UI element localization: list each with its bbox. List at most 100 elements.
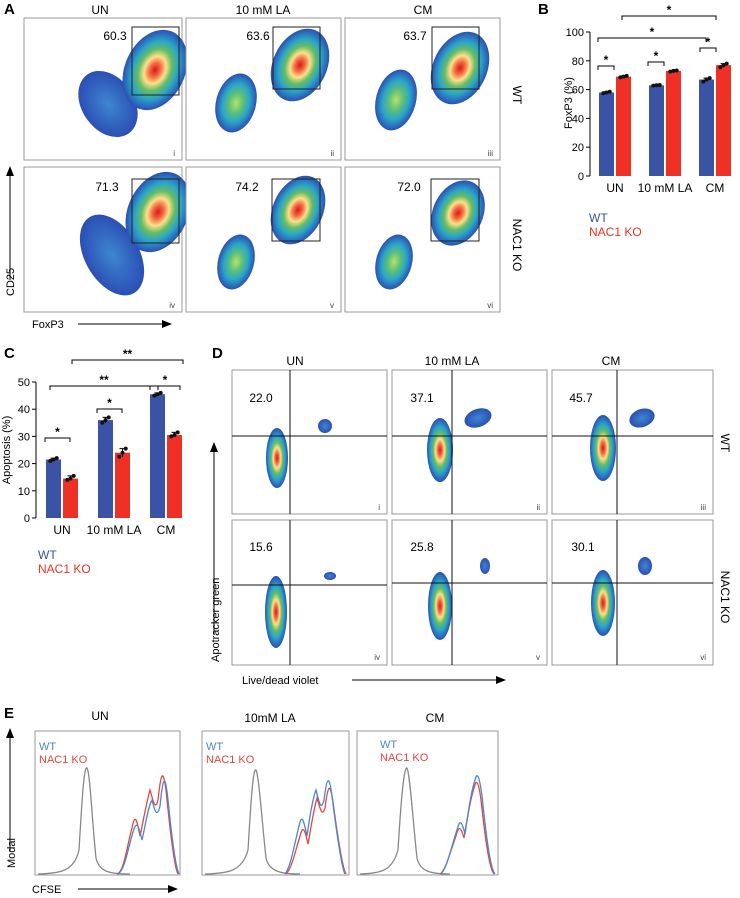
d-row-title-wt: WT xyxy=(718,434,732,453)
a-blob-low-2 xyxy=(215,73,257,133)
c1-point-1-0-2 xyxy=(71,473,76,478)
a-x-axis-label: FoxP3 xyxy=(32,319,64,331)
c0-point-1-1-0 xyxy=(668,69,673,74)
a-numeral-3: iii xyxy=(488,149,494,158)
e-hist-blue-2 xyxy=(284,780,346,875)
e-x-arrow-head xyxy=(168,885,178,893)
c1-sig-star-4: ** xyxy=(123,347,133,361)
c1-x-tick-label-0: UN xyxy=(53,523,70,537)
d-plot-la-wt: 37.1 ii xyxy=(391,369,548,515)
c1-sig-bracket-2 xyxy=(149,385,181,390)
d-blob-dead-4 xyxy=(324,572,336,580)
panel-a-letter: A xyxy=(4,1,15,18)
c0-sig-star-2: * xyxy=(706,35,711,49)
a-gate-1 xyxy=(131,26,180,96)
c1-x-tick-label-1: 10 mM LA xyxy=(87,523,142,537)
panel-c-chart: C Apoptosis (%) 0 10 20 30 40 50 UN 10 mM LA CM *… xyxy=(1,345,184,576)
c0-bar-wt-1 xyxy=(649,85,664,176)
e-col-title-la: 10mM LA xyxy=(244,711,295,725)
c1-sig-bracket-0 xyxy=(44,437,71,442)
c0-point-1-1-2 xyxy=(674,68,679,73)
a-row-title-wt: WT xyxy=(510,86,524,105)
c0-point-0-1-2 xyxy=(657,82,662,87)
a-gate-4 xyxy=(131,178,180,244)
c1-y-tick-label-0: 0 xyxy=(24,513,30,525)
d-col-title-cm: CM xyxy=(602,354,621,368)
c0-point-1-2-0 xyxy=(718,65,723,70)
e-y-arrow-head xyxy=(6,728,14,738)
c1-point-0-2-1 xyxy=(155,392,160,397)
c0-legend-0: WT xyxy=(589,211,608,225)
d-quadrant-value-2: 37.1 xyxy=(410,391,434,405)
c1-point-0-1-0 xyxy=(100,420,105,425)
c1-y-tick-label-5: 50 xyxy=(18,377,30,389)
c1-x-tick-label-2: CM xyxy=(157,523,176,537)
c0-bar-nac1-ko-2 xyxy=(716,65,731,176)
c0-x-tick-label-1: 10 mM LA xyxy=(638,181,693,195)
c0-point-0-1-0 xyxy=(651,83,656,88)
a-blob-main-4 xyxy=(125,171,191,253)
a-y-arrow-head xyxy=(6,166,14,176)
d-quadrant-value-1: 22.0 xyxy=(249,391,273,405)
d-frame-3 xyxy=(551,369,714,515)
a-x-arrow-head xyxy=(162,320,172,328)
a-plot-la-wt: 63.6 ii xyxy=(185,17,342,161)
c1-bar-wt-2 xyxy=(150,394,165,518)
c-y-label: Apoptosis (%) xyxy=(1,416,13,484)
c1-point-1-1-2 xyxy=(123,446,128,451)
d-quadrant-value-6: 30.1 xyxy=(571,540,595,554)
d-frame-2 xyxy=(391,369,548,515)
d-frame-5 xyxy=(391,519,548,666)
c0-bar-nac1-ko-0 xyxy=(616,76,631,176)
c0-x-tick-label-2: CM xyxy=(706,181,725,195)
d-col-title-la: 10 mM LA xyxy=(425,354,480,368)
e-hist-blue-1 xyxy=(117,780,180,875)
e-legend-ko-1: NAC1 KO xyxy=(39,754,88,766)
d-plot-un-wt: 22.0 i xyxy=(231,369,388,515)
c0-bar-wt-2 xyxy=(699,79,714,176)
c0-y-tick-label-5: 100 xyxy=(566,27,584,39)
a-blob-low-3 xyxy=(375,69,417,131)
c0-sig-bracket-3 xyxy=(597,37,707,42)
a-col-title-un: UN xyxy=(91,3,108,17)
e-hist-blue-3 xyxy=(440,775,496,875)
c0-sig-star-3: * xyxy=(650,25,655,39)
a-gate-value-3: 63.7 xyxy=(403,29,427,43)
c1-y-tick-label-2: 20 xyxy=(18,459,30,471)
c1-sig-star-3: ** xyxy=(99,373,109,387)
d-numeral-5: v xyxy=(536,653,540,662)
a-blob-main-1 xyxy=(122,29,188,111)
a-blob-low-1 xyxy=(78,70,138,138)
d-numeral-6: vi xyxy=(700,653,706,662)
a-col-title-la: 10 mM LA xyxy=(236,3,291,17)
e-legend-ko-3: NAC1 KO xyxy=(380,752,429,764)
c0-point-0-0-2 xyxy=(607,89,612,94)
a-numeral-5: v xyxy=(330,301,334,310)
a-gate-value-4: 71.3 xyxy=(95,180,119,194)
e-hist-grey-3 xyxy=(359,767,451,875)
panel-b-chart: B FoxP3 (%) 0 20 40 60 80 100 UN 10 mM LA CM * * * *… xyxy=(538,1,731,239)
a-plot-la-ko: 74.2 v xyxy=(185,166,342,313)
c1-sig-star-2: * xyxy=(163,373,168,387)
d-plot-un-ko: 15.6 iv xyxy=(231,519,388,666)
c0-sig-bracket-1 xyxy=(647,61,665,66)
d-blob-dead-1 xyxy=(318,419,332,433)
c1-point-1-1-0 xyxy=(117,454,122,459)
a-blob-low-6 xyxy=(375,234,413,290)
d-y-axis-label: Apotracker green xyxy=(210,578,222,662)
panel-e: E UN 10mM LA CM WT NAC1 KO WT NAC1 KO xyxy=(4,705,499,896)
d-blob-main-2 xyxy=(427,418,453,482)
c1-point-1-1-1 xyxy=(120,450,125,455)
e-y-axis-label: Modal xyxy=(6,838,18,868)
c0-point-1-0-2 xyxy=(624,73,629,78)
a-gate-2 xyxy=(272,26,321,90)
c0-y-tick-label-3: 60 xyxy=(572,85,584,97)
c1-legend-1: NAC1 KO xyxy=(38,562,91,576)
c1-y-tick-label-4: 40 xyxy=(18,404,30,416)
e-hist-red-1 xyxy=(116,775,179,875)
d-blob-dead-2 xyxy=(464,408,492,428)
c1-point-0-1-2 xyxy=(106,415,111,420)
e-hist-grey-2 xyxy=(204,769,301,875)
panel-e-letter: E xyxy=(4,705,14,722)
